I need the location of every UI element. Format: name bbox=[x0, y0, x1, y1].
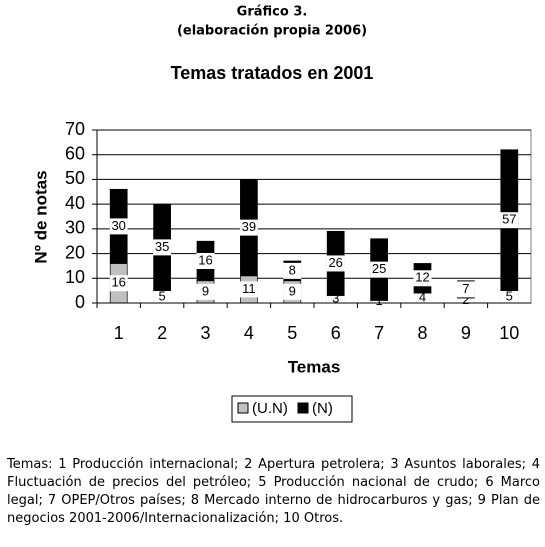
value-label-box bbox=[413, 270, 432, 287]
value-label-box bbox=[153, 239, 172, 256]
legend-label: (U.N) bbox=[252, 400, 288, 417]
y-tick-label: 0 bbox=[75, 292, 85, 312]
value-label: 5 bbox=[158, 288, 165, 303]
x-tick-label: 7 bbox=[374, 323, 384, 343]
chart-title: Temas tratados en 2001 bbox=[171, 63, 374, 83]
x-tick-label: 10 bbox=[499, 323, 519, 343]
footnote: Temas: 1 Producción internacional; 2 Ape… bbox=[7, 457, 540, 526]
value-label-box bbox=[326, 255, 345, 272]
value-label: 8 bbox=[289, 262, 296, 277]
x-tick-label: 5 bbox=[287, 323, 297, 343]
x-tick-label: 8 bbox=[417, 323, 427, 343]
value-label-box bbox=[370, 261, 389, 278]
x-tick-label: 4 bbox=[244, 323, 254, 343]
value-label: 9 bbox=[289, 283, 296, 298]
figure-label: Gráfico 3. bbox=[237, 5, 308, 20]
value-label-box bbox=[153, 288, 172, 305]
y-tick-label: 60 bbox=[65, 143, 85, 163]
value-label-box bbox=[196, 252, 215, 269]
value-label-box bbox=[283, 262, 302, 279]
y-tick-label: 10 bbox=[65, 267, 85, 287]
value-label: 3 bbox=[332, 291, 339, 306]
value-label-box bbox=[283, 283, 302, 300]
x-axis-title: Temas bbox=[288, 357, 341, 376]
legend-swatch bbox=[237, 402, 249, 414]
value-label: 7 bbox=[462, 281, 469, 296]
y-axis-title: Nº de notas bbox=[31, 170, 50, 263]
value-label-box bbox=[239, 281, 258, 298]
value-label: 30 bbox=[111, 218, 125, 233]
value-label-box bbox=[196, 283, 215, 300]
legend-label: (N) bbox=[312, 400, 333, 417]
value-label: 4 bbox=[419, 289, 426, 304]
x-tick-label: 9 bbox=[461, 323, 471, 343]
value-label: 26 bbox=[328, 255, 342, 270]
chart: Gráfico 3. (elaboración propia 2006) Tem… bbox=[31, 5, 532, 423]
value-label: 57 bbox=[502, 212, 516, 227]
legend-swatch bbox=[297, 402, 309, 414]
value-label-box bbox=[500, 288, 519, 305]
value-label: 2 bbox=[462, 292, 469, 307]
value-label-box bbox=[413, 290, 432, 307]
x-tick-label: 6 bbox=[331, 323, 341, 343]
value-label: 16 bbox=[111, 275, 125, 290]
x-tick-label: 2 bbox=[157, 323, 167, 343]
y-tick-label: 50 bbox=[65, 168, 85, 188]
y-tick-label: 20 bbox=[65, 242, 85, 262]
value-label: 16 bbox=[198, 252, 212, 267]
value-label: 12 bbox=[415, 270, 429, 285]
value-label: 39 bbox=[242, 219, 256, 234]
value-label-box bbox=[239, 219, 258, 236]
value-label-box bbox=[109, 218, 128, 235]
value-label: 11 bbox=[242, 281, 256, 296]
legend-box bbox=[231, 395, 353, 423]
value-label-box bbox=[500, 212, 519, 229]
subtitle: (elaboración propia 2006) bbox=[177, 24, 367, 39]
value-label: 5 bbox=[506, 288, 513, 303]
value-label: 25 bbox=[372, 261, 386, 276]
x-tick-label: 3 bbox=[200, 323, 210, 343]
y-tick-label: 70 bbox=[65, 119, 85, 139]
value-label-box bbox=[456, 281, 475, 298]
value-label: 35 bbox=[155, 239, 169, 254]
value-label: 9 bbox=[202, 283, 209, 298]
y-tick-label: 30 bbox=[65, 218, 85, 238]
x-tick-label: 1 bbox=[114, 323, 124, 343]
y-tick-label: 40 bbox=[65, 193, 85, 213]
value-label-box bbox=[109, 275, 128, 292]
